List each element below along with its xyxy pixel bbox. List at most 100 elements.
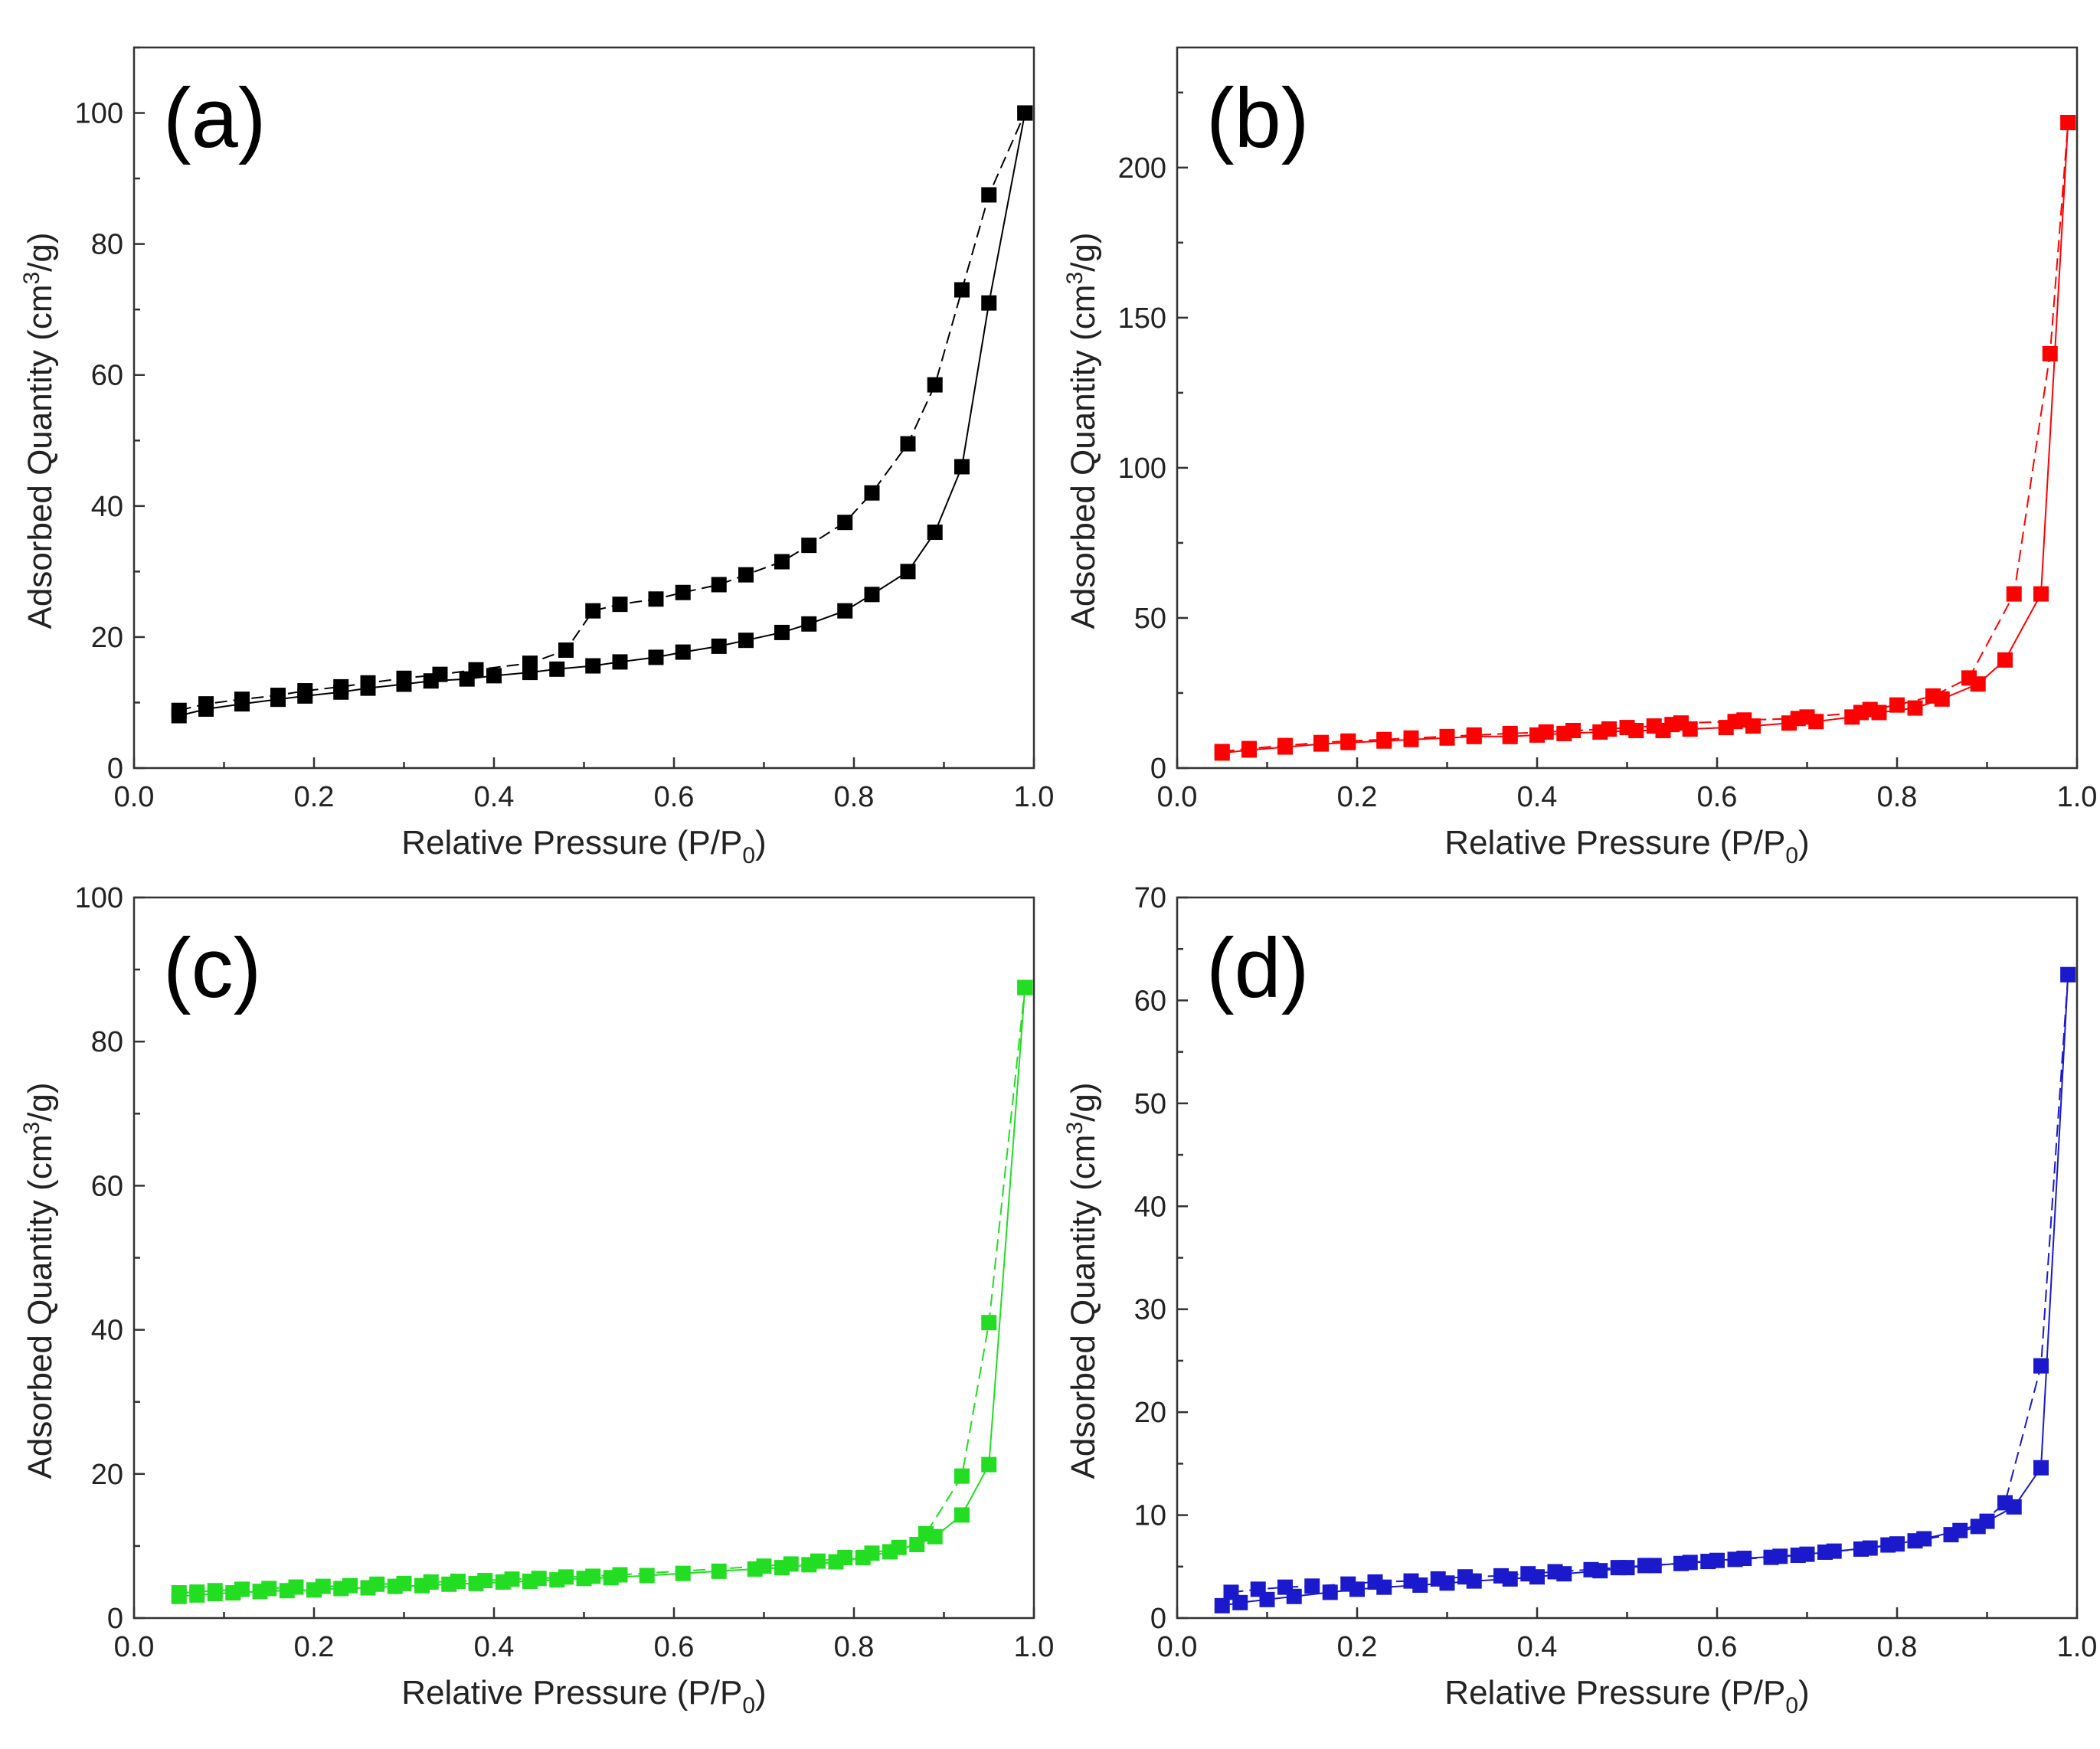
- data-point: [1214, 1597, 1230, 1613]
- data-point: [1583, 1561, 1599, 1577]
- y-axis-title-end: /g): [1065, 1082, 1102, 1121]
- y-axis-title-end: /g): [21, 1082, 59, 1121]
- y-tick-label: 10: [1134, 1500, 1166, 1532]
- data-point: [585, 1568, 601, 1584]
- y-tick-label: 50: [1134, 1088, 1166, 1120]
- data-point: [810, 1553, 826, 1569]
- y-axis-title-end: /g): [21, 232, 59, 271]
- y-tick-label: 80: [91, 229, 123, 261]
- data-point: [675, 1565, 691, 1581]
- data-point: [261, 1581, 277, 1597]
- data-point: [585, 658, 601, 674]
- data-point: [1961, 670, 1977, 686]
- data-point: [1277, 1579, 1293, 1595]
- data-point: [891, 1539, 907, 1555]
- series-line: [178, 113, 1026, 717]
- data-point: [1547, 1564, 1563, 1580]
- x-tick-label: 1.0: [2057, 1631, 2098, 1663]
- data-point: [1367, 1574, 1383, 1590]
- x-tick-label: 0.2: [1337, 781, 1378, 813]
- x-tick-label: 0.0: [1157, 781, 1198, 813]
- data-point: [1017, 105, 1033, 121]
- x-tick-label: 0.2: [294, 1631, 335, 1663]
- y-tick-label: 80: [91, 1026, 123, 1058]
- y-axis-title-superscript: 3: [19, 1122, 44, 1135]
- data-point: [774, 624, 790, 640]
- data-point: [648, 591, 664, 607]
- data-point: [1403, 730, 1419, 746]
- data-point: [774, 554, 790, 570]
- data-point: [1646, 718, 1662, 734]
- y-tick-label: 0: [1150, 1603, 1166, 1635]
- x-tick-label: 0.0: [114, 1631, 155, 1663]
- data-point: [711, 638, 727, 654]
- data-point: [234, 691, 250, 708]
- data-point: [2033, 1460, 2049, 1476]
- data-point: [198, 696, 214, 712]
- x-tick-label: 0.0: [1157, 1631, 1198, 1663]
- data-point: [1862, 701, 1878, 718]
- x-axis-title: Relative Pressure (P/P0): [1444, 1674, 1809, 1718]
- data-point: [522, 655, 538, 672]
- data-point: [585, 603, 601, 619]
- y-axis-title-superscript: 3: [1062, 1122, 1088, 1135]
- data-point: [1997, 1495, 2013, 1511]
- data-point: [954, 459, 970, 475]
- data-point: [1322, 1584, 1338, 1600]
- data-point: [360, 675, 376, 691]
- x-axis-title-end: ): [1798, 1674, 1810, 1711]
- series-line: [178, 987, 1026, 1597]
- series-line: [178, 987, 1026, 1594]
- data-point: [612, 654, 628, 670]
- data-point: [1970, 1519, 1986, 1535]
- data-point: [1997, 652, 2013, 668]
- plot-frame: [132, 896, 1035, 1620]
- chart-panel-c: 0.0 0.2 0.4 0.6 0.8 1.0 0 20 40 60 80 100 (c) Relativ…: [19, 882, 1054, 1718]
- y-axis-title-end: /g): [1065, 232, 1102, 271]
- y-axis-title-superscript: 3: [1062, 272, 1088, 285]
- data-point: [1376, 731, 1392, 747]
- data-point: [468, 662, 484, 678]
- data-point: [1466, 727, 1482, 743]
- y-tick-label: 0: [1150, 753, 1166, 785]
- data-point: [1457, 1569, 1473, 1585]
- data-point: [837, 1549, 853, 1565]
- data-point: [927, 377, 943, 393]
- data-point: [2033, 1358, 2049, 1374]
- data-point: [1673, 715, 1689, 731]
- data-point: [189, 1584, 205, 1600]
- x-axis-title-main: Relative Pressure (P/P: [401, 1674, 742, 1711]
- data-point: [297, 683, 313, 699]
- series-line: [1222, 122, 2069, 754]
- plot-frame: [132, 46, 1035, 770]
- data-point: [288, 1579, 304, 1595]
- y-tick-label: 20: [91, 622, 123, 654]
- x-tick-label: 0.4: [474, 781, 515, 813]
- series-adsorption: [1214, 115, 2076, 761]
- series-adsorption: [171, 979, 1033, 1604]
- data-point: [801, 538, 817, 554]
- data-point: [1673, 1555, 1689, 1571]
- y-tick-label: 0: [107, 1603, 123, 1635]
- chart-panel-a: 0.0 0.2 0.4 0.6 0.8 1.0 0 20 40 60 80 100 (a) Relativ…: [19, 46, 1054, 868]
- x-tick-label: 0.8: [834, 1631, 875, 1663]
- x-axis-title-subscript: 0: [742, 843, 755, 868]
- x-tick-label: 0.2: [1337, 1631, 1378, 1663]
- data-point: [711, 1563, 727, 1579]
- data-point: [1763, 1549, 1779, 1565]
- data-point: [612, 1567, 628, 1583]
- x-axis-title: Relative Pressure (P/P0): [401, 824, 766, 868]
- data-point: [1403, 1573, 1419, 1589]
- y-axis-title-superscript: 3: [19, 272, 44, 285]
- data-point: [954, 282, 970, 298]
- x-tick-label: 0.4: [474, 1631, 515, 1663]
- y-tick-label: 50: [1134, 603, 1166, 635]
- data-point: [1601, 721, 1617, 737]
- y-tick-label: 0: [107, 753, 123, 785]
- data-point: [1250, 1581, 1266, 1597]
- series-desorption: [1214, 115, 2076, 760]
- data-point: [1277, 737, 1293, 754]
- x-tick-label: 0.6: [654, 1631, 695, 1663]
- data-point: [918, 1525, 934, 1541]
